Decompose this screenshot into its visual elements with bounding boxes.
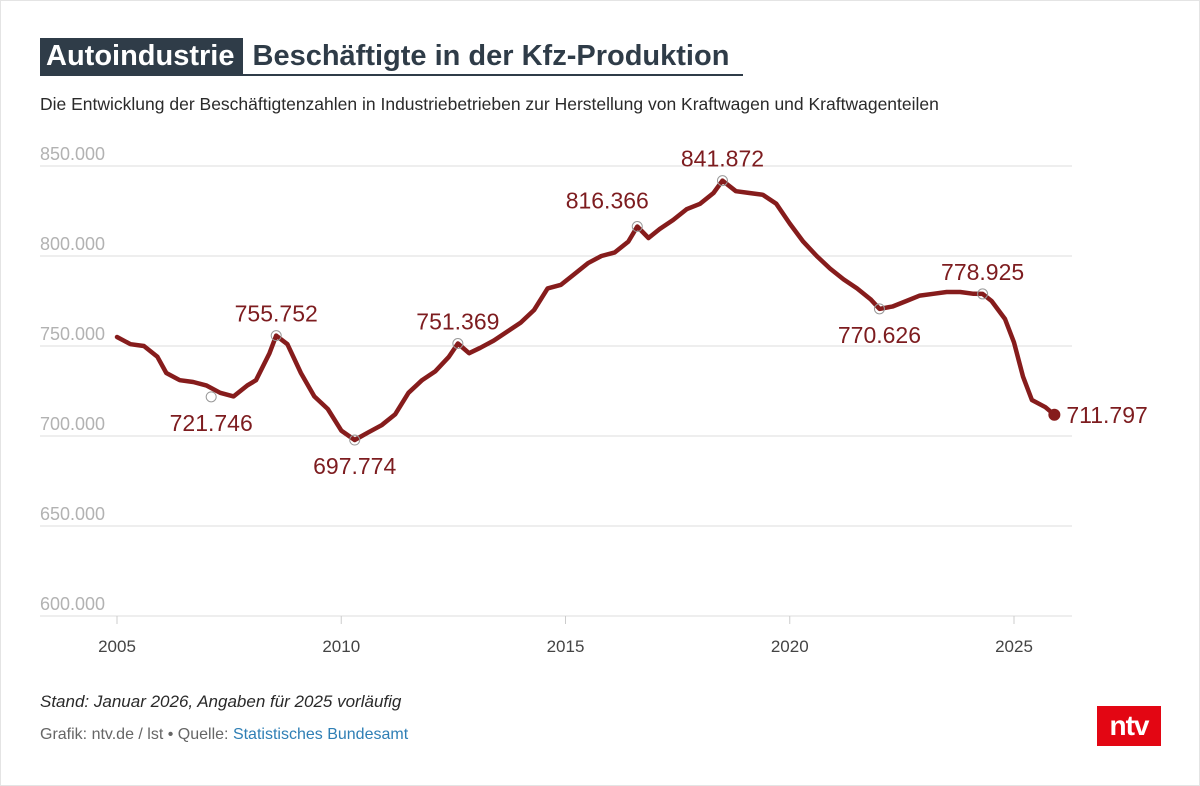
series-layer <box>114 178 1057 443</box>
gridlines <box>40 165 1072 617</box>
x-axis-ticks: 2005 2010 2015 2020 2025 <box>98 616 1033 656</box>
annotation-label: 816.366 <box>566 188 649 214</box>
y-tick-label: 600.000 <box>40 594 105 614</box>
x-tick-label: 2015 <box>547 637 585 656</box>
annotation-label: 697.774 <box>313 453 396 479</box>
annotation-label: 755.752 <box>235 301 318 327</box>
chart-title: Beschäftigte in der Kfz-Produktion <box>252 40 730 72</box>
annotation-marker <box>270 330 282 342</box>
y-tick-label: 650.000 <box>40 504 105 524</box>
annotation-marker <box>631 221 643 233</box>
endpoint-marker <box>1048 408 1061 421</box>
y-axis-ticks: 850.000 800.000 750.000 700.000 650.000 600.0… <box>40 144 105 614</box>
ntv-logo: ntv <box>1097 706 1161 746</box>
footnote: Stand: Januar 2026, Angaben für 2025 vor… <box>40 692 402 711</box>
annotation-marker <box>873 303 885 315</box>
credit-line: Grafik: ntv.de / lst • Quelle: Statistis… <box>40 726 408 744</box>
x-tick-label: 2010 <box>322 637 360 656</box>
x-tick-label: 2020 <box>771 637 809 656</box>
title-badge: Autoindustrie <box>40 38 243 74</box>
annotation-label: 770.626 <box>838 322 921 348</box>
y-tick-label: 800.000 <box>40 234 105 254</box>
annotation-label: 778.925 <box>941 259 1024 285</box>
annotation-label: 841.872 <box>681 146 764 172</box>
series-line <box>114 178 1057 443</box>
title-row: Autoindustrie Beschäftigte in der Kfz-Pr… <box>40 38 744 76</box>
annotation-label: 721.746 <box>170 410 253 436</box>
chart-subtitle: Die Entwicklung der Beschäftigtenzahlen … <box>40 94 939 114</box>
y-tick-label: 850.000 <box>40 144 105 164</box>
x-tick-label: 2005 <box>98 637 136 656</box>
annotation-marker <box>452 338 464 350</box>
annotation-marker <box>716 175 728 187</box>
annotation-marker <box>349 434 361 446</box>
credit-prefix: Grafik: ntv.de / lst • Quelle: <box>40 726 233 743</box>
annotation-marker <box>977 288 989 300</box>
x-tick-label: 2025 <box>995 637 1033 656</box>
annotations: 721.746 755.752 697.774 751.369 816.366 841.8… <box>170 146 1148 479</box>
annotation-label: 711.797 <box>1066 402 1147 428</box>
annotation-label: 751.369 <box>416 309 499 335</box>
y-tick-label: 700.000 <box>40 414 105 434</box>
source-link[interactable]: Statistisches Bundesamt <box>232 726 409 743</box>
y-tick-label: 750.000 <box>40 324 105 344</box>
annotation-marker <box>205 391 217 403</box>
